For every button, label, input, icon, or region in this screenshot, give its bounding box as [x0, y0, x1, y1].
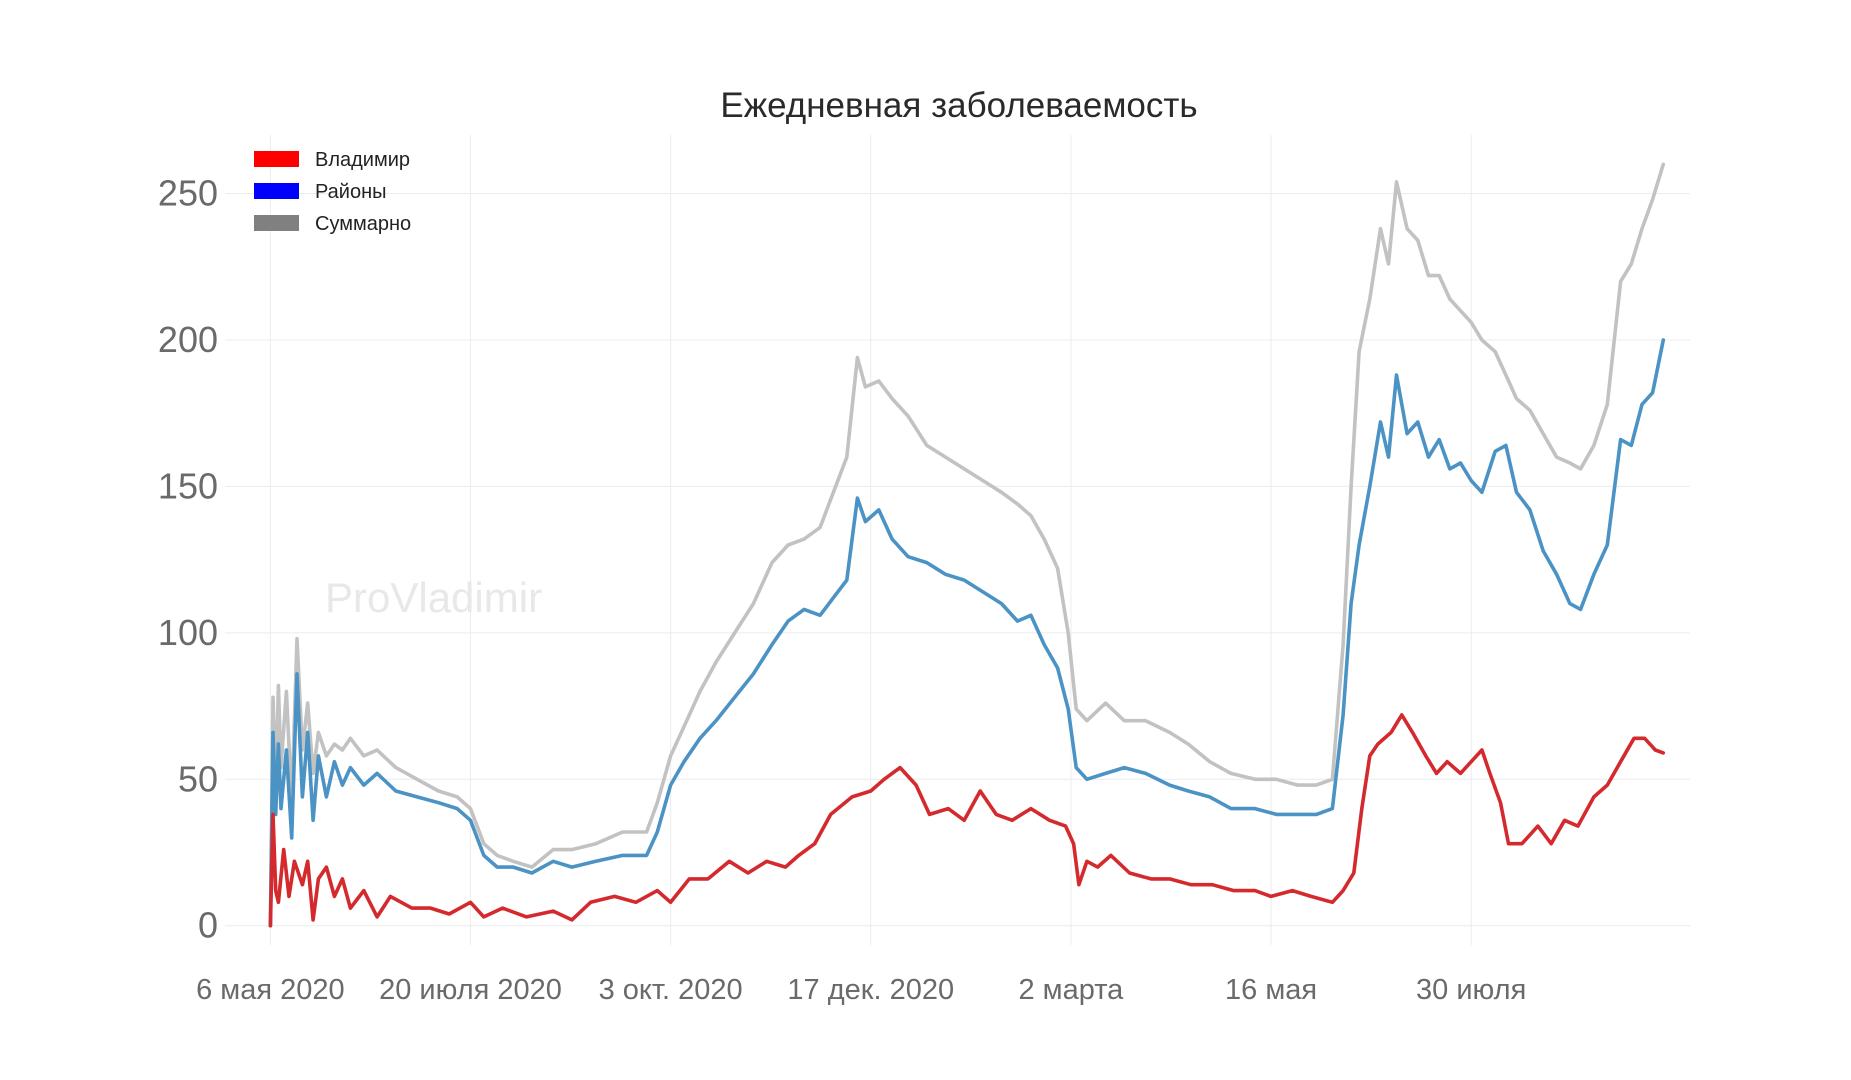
legend-item-summarno[interactable]: Суммарно	[254, 213, 411, 235]
series-line-rayony	[268, 338, 1666, 928]
x-tick-label: 20 июля 2020	[379, 974, 562, 1006]
y-tick-label: 250	[158, 173, 218, 214]
x-axis-ticks: 6 мая 2020 20 июля 2020 3 окт. 2020 17 дек.…	[196, 974, 1526, 1006]
watermark: ProVladimir	[325, 574, 542, 621]
legend-swatch	[254, 151, 299, 167]
legend-label: Районы	[315, 181, 387, 203]
x-tick-label: 16 мая	[1225, 974, 1317, 1006]
x-tick-label: 17 дек. 2020	[787, 974, 954, 1006]
grid	[225, 135, 1690, 945]
y-tick-label: 150	[158, 465, 218, 506]
legend: Владимир Районы Суммарно	[254, 149, 411, 235]
x-tick-label: 3 окт. 2020	[599, 974, 743, 1006]
legend-item-vladimir[interactable]: Владимир	[254, 149, 410, 171]
chart-title: Ежедневная заболеваемость	[720, 86, 1197, 125]
series-line-summarno	[268, 162, 1666, 928]
legend-label: Владимир	[315, 149, 410, 171]
x-tick-label: 6 мая 2020	[196, 974, 345, 1006]
y-tick-label: 0	[198, 905, 218, 946]
series-line-vladimir	[268, 713, 1666, 928]
y-tick-label: 200	[158, 319, 218, 360]
y-tick-label: 100	[158, 612, 218, 653]
y-tick-label: 50	[178, 758, 218, 799]
series-lines	[268, 162, 1666, 928]
legend-swatch	[254, 183, 299, 199]
legend-label: Суммарно	[315, 213, 411, 235]
y-axis-ticks: 0 50 100 150 200 250	[158, 173, 218, 946]
legend-swatch	[254, 215, 299, 231]
legend-item-rayony[interactable]: Районы	[254, 181, 387, 203]
x-tick-label: 30 июля	[1416, 974, 1526, 1006]
x-tick-label: 2 марта	[1018, 974, 1124, 1006]
